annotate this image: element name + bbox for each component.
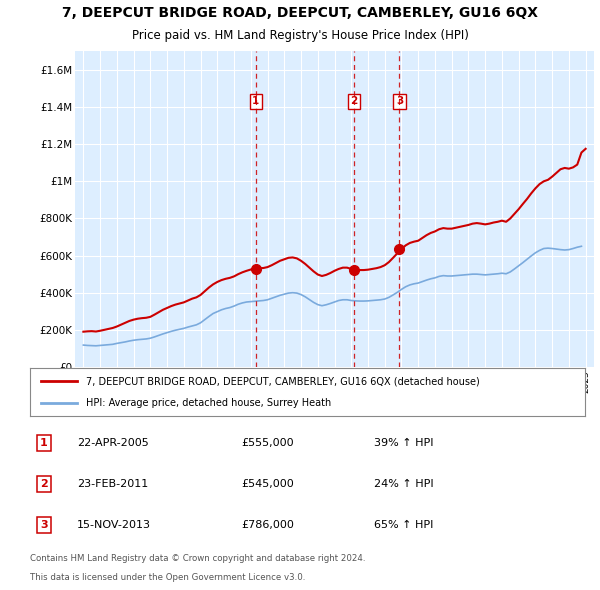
- Text: 23-FEB-2011: 23-FEB-2011: [77, 479, 148, 489]
- Text: £545,000: £545,000: [241, 479, 293, 489]
- Text: Price paid vs. HM Land Registry's House Price Index (HPI): Price paid vs. HM Land Registry's House …: [131, 30, 469, 42]
- Text: 2: 2: [40, 479, 48, 489]
- Text: 22-APR-2005: 22-APR-2005: [77, 438, 149, 448]
- Text: 24% ↑ HPI: 24% ↑ HPI: [374, 479, 434, 489]
- Text: £555,000: £555,000: [241, 438, 293, 448]
- Text: 15-NOV-2013: 15-NOV-2013: [77, 520, 151, 530]
- Text: HPI: Average price, detached house, Surrey Heath: HPI: Average price, detached house, Surr…: [86, 398, 331, 408]
- Text: 7, DEEPCUT BRIDGE ROAD, DEEPCUT, CAMBERLEY, GU16 6QX: 7, DEEPCUT BRIDGE ROAD, DEEPCUT, CAMBERL…: [62, 6, 538, 20]
- Text: 3: 3: [396, 96, 403, 106]
- Text: 7, DEEPCUT BRIDGE ROAD, DEEPCUT, CAMBERLEY, GU16 6QX (detached house): 7, DEEPCUT BRIDGE ROAD, DEEPCUT, CAMBERL…: [86, 376, 479, 386]
- Text: 3: 3: [40, 520, 47, 530]
- Text: 2: 2: [350, 96, 358, 106]
- Text: 65% ↑ HPI: 65% ↑ HPI: [374, 520, 433, 530]
- Text: 1: 1: [40, 438, 48, 448]
- Text: £786,000: £786,000: [241, 520, 294, 530]
- Text: Contains HM Land Registry data © Crown copyright and database right 2024.: Contains HM Land Registry data © Crown c…: [30, 553, 365, 563]
- Text: 1: 1: [252, 96, 259, 106]
- Text: 39% ↑ HPI: 39% ↑ HPI: [374, 438, 434, 448]
- Text: This data is licensed under the Open Government Licence v3.0.: This data is licensed under the Open Gov…: [30, 573, 305, 582]
